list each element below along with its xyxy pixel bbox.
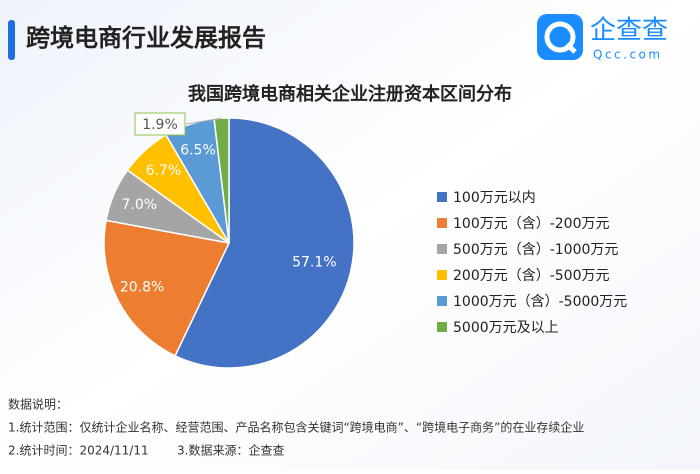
logo-url: Qcc.com bbox=[593, 48, 663, 62]
data-label: 7.0% bbox=[121, 197, 157, 213]
legend-swatch bbox=[437, 192, 447, 202]
data-label: 1.9% bbox=[142, 117, 178, 133]
data-label: 6.5% bbox=[180, 143, 216, 159]
legend-label: 5000万元及以上 bbox=[453, 320, 559, 336]
notes-heading: 数据说明： bbox=[8, 397, 68, 412]
pie-slice bbox=[213, 117, 230, 244]
logo-glyph bbox=[544, 21, 576, 53]
legend-swatch bbox=[437, 244, 447, 254]
logo-icon bbox=[537, 14, 583, 60]
label-box bbox=[134, 112, 186, 136]
logo-glyph bbox=[565, 42, 577, 54]
legend-label: 100万元（含）-200万元 bbox=[453, 216, 610, 232]
data-label: 57.1% bbox=[292, 254, 336, 270]
legend-label: 500万元（含）-1000万元 bbox=[453, 242, 618, 258]
pie-chart: 57.1% 20.8% 7.0% 6.7% 6.5%1.9% 100万元以内 100万元（含… bbox=[103, 112, 627, 369]
note: 1.统计范围：仅统计企业名称、经营范围、产品名称包含关键词“跨境电商”、“跨境电… bbox=[8, 420, 584, 435]
note: 2.统计时间：2024/11/11 bbox=[8, 444, 149, 458]
leader-line bbox=[185, 117, 222, 125]
legend-swatch bbox=[437, 296, 447, 306]
chart-title: 我国跨境电商相关企业注册资本区间分布 bbox=[188, 83, 512, 105]
logo-name: 企查查 bbox=[590, 16, 668, 46]
note: 3.数据来源：企查查 bbox=[177, 443, 284, 458]
legend-swatch bbox=[437, 322, 447, 332]
legend-swatch bbox=[437, 218, 447, 228]
legend-label: 1000万元（含）-5000万元 bbox=[453, 294, 627, 310]
legend-label: 200万元（含）-500万元 bbox=[453, 268, 610, 284]
legend-swatch bbox=[437, 270, 447, 280]
pie-slice bbox=[174, 117, 355, 369]
page-title: 跨境电商行业发展报告 bbox=[26, 24, 266, 52]
title-bar bbox=[8, 20, 15, 60]
pie-slice bbox=[103, 219, 231, 357]
data-label: 6.7% bbox=[146, 163, 182, 179]
legend-label: 100万元以内 bbox=[453, 190, 536, 206]
data-label: 20.8% bbox=[120, 279, 164, 295]
